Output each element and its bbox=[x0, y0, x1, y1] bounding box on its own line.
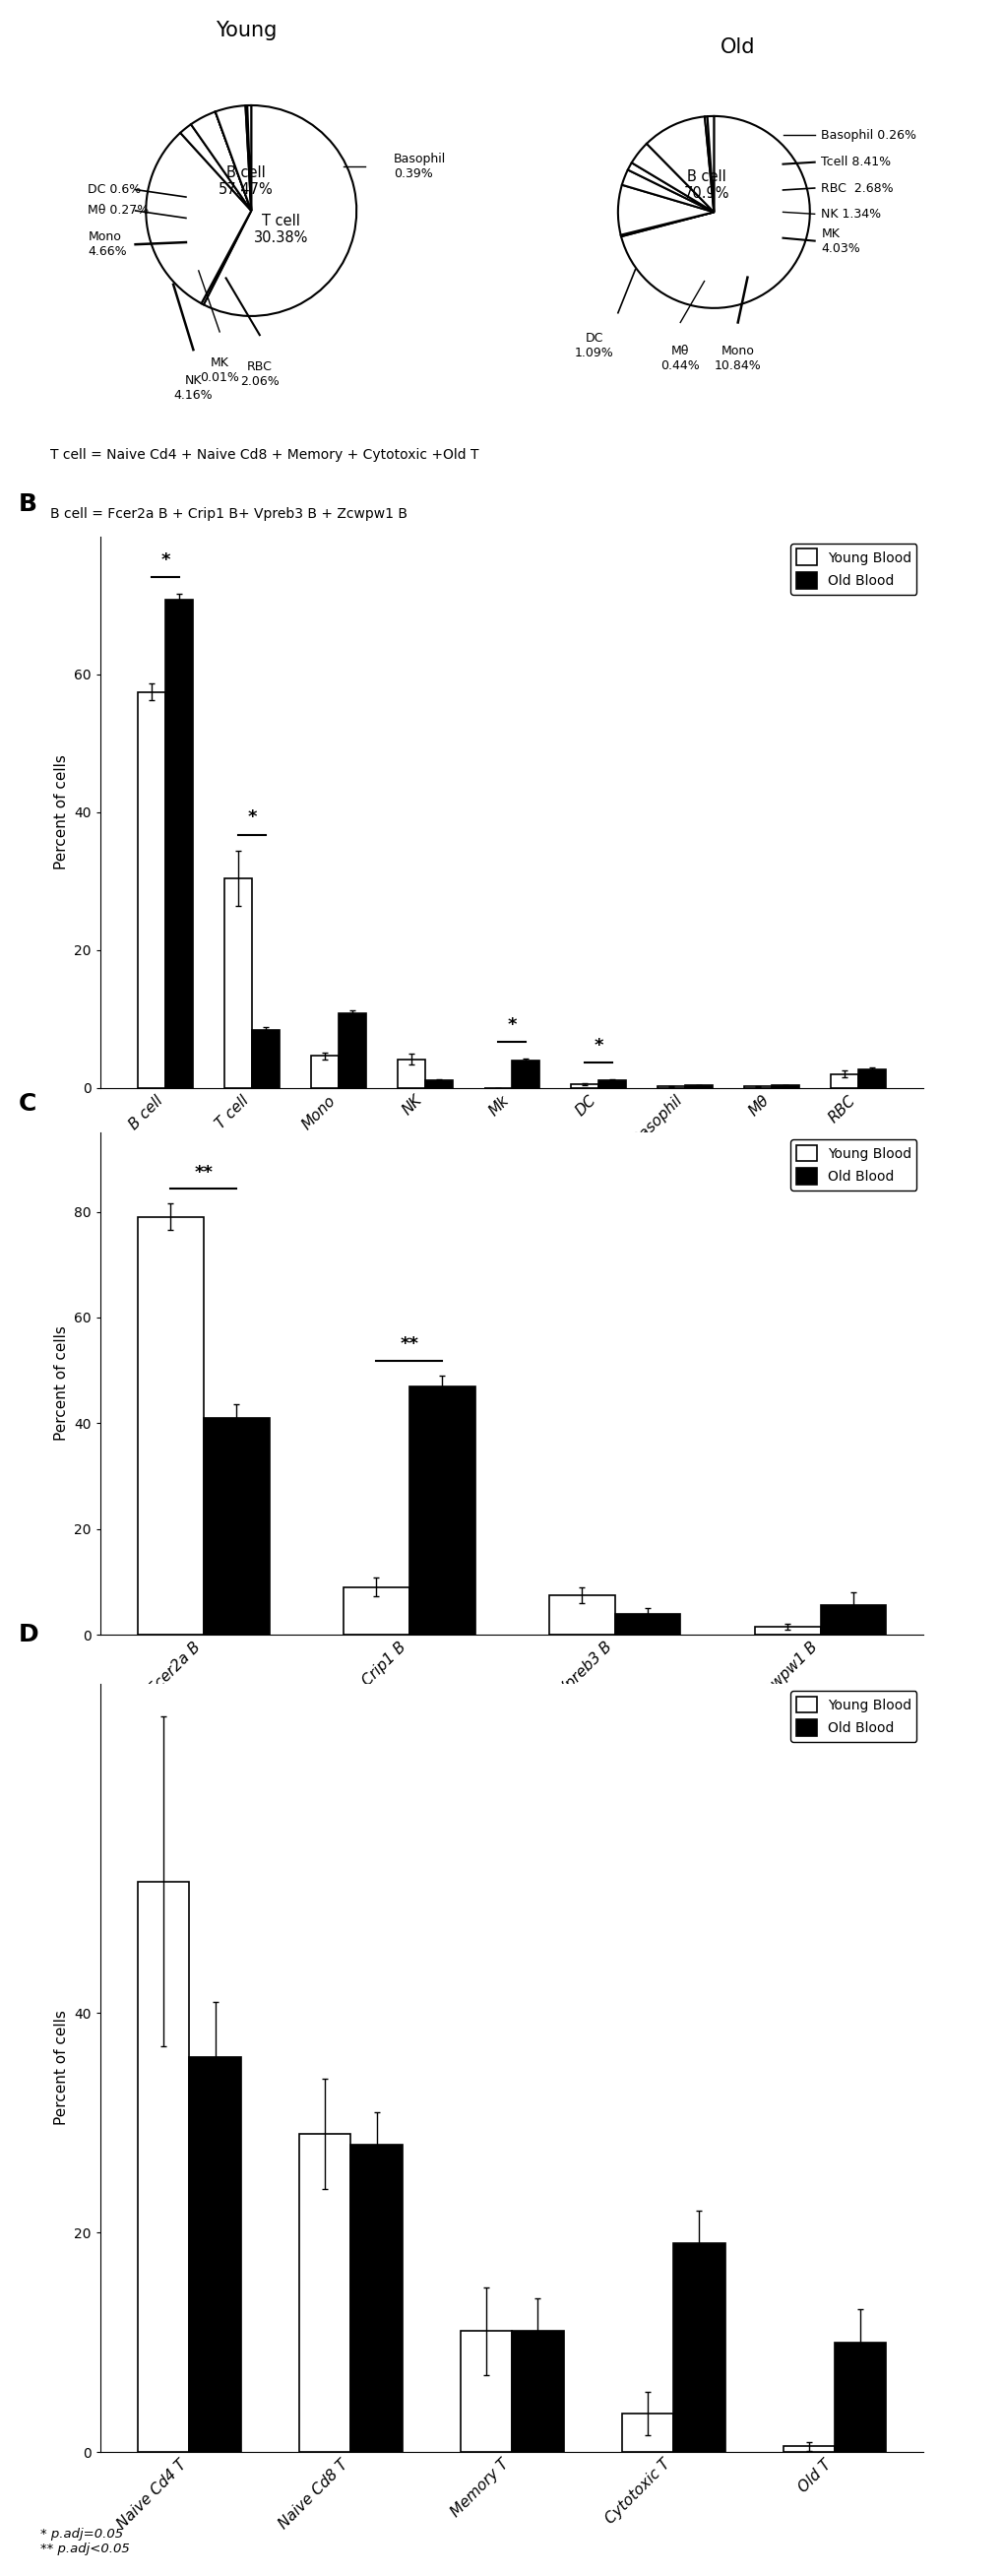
Bar bbox=[350, 2146, 402, 2452]
Text: C: C bbox=[18, 1092, 36, 1115]
Wedge shape bbox=[621, 170, 713, 211]
Bar bbox=[685, 1084, 712, 1087]
Bar bbox=[830, 1074, 858, 1087]
Bar bbox=[460, 2331, 512, 2452]
Title: Old: Old bbox=[720, 36, 754, 57]
Wedge shape bbox=[631, 144, 713, 211]
Bar bbox=[512, 1061, 540, 1087]
Bar bbox=[673, 2244, 724, 2452]
Legend: Young Blood, Old Blood: Young Blood, Old Blood bbox=[790, 1690, 916, 1741]
Text: Mono
10.84%: Mono 10.84% bbox=[714, 345, 760, 371]
Bar bbox=[190, 2056, 241, 2452]
Legend: Young Blood, Old Blood: Young Blood, Old Blood bbox=[790, 1139, 916, 1190]
Bar bbox=[311, 1056, 338, 1087]
Bar bbox=[571, 1084, 598, 1087]
Text: Mono
4.66%: Mono 4.66% bbox=[88, 232, 127, 258]
Wedge shape bbox=[620, 211, 713, 237]
Text: Mθ
0.44%: Mθ 0.44% bbox=[660, 345, 699, 371]
Text: Mθ 0.27%: Mθ 0.27% bbox=[88, 204, 149, 216]
Text: DC
1.09%: DC 1.09% bbox=[574, 332, 613, 361]
Bar bbox=[165, 600, 193, 1087]
Text: Tcell 8.41%: Tcell 8.41% bbox=[820, 155, 891, 167]
Text: *: * bbox=[507, 1015, 517, 1033]
Bar bbox=[425, 1079, 452, 1087]
Text: MK
4.03%: MK 4.03% bbox=[820, 227, 860, 255]
Wedge shape bbox=[621, 116, 809, 309]
Text: **: ** bbox=[194, 1164, 213, 1182]
Wedge shape bbox=[246, 106, 251, 211]
Bar bbox=[299, 2133, 350, 2452]
Wedge shape bbox=[202, 211, 251, 304]
Wedge shape bbox=[216, 106, 251, 211]
Text: NK
4.16%: NK 4.16% bbox=[174, 374, 213, 402]
Bar bbox=[621, 2414, 673, 2452]
Y-axis label: Percent of cells: Percent of cells bbox=[54, 755, 68, 871]
Bar bbox=[204, 1417, 269, 1636]
Text: **: ** bbox=[399, 1334, 418, 1352]
Wedge shape bbox=[646, 116, 713, 211]
Bar bbox=[614, 1613, 680, 1636]
Wedge shape bbox=[704, 116, 713, 211]
Text: RBC  2.68%: RBC 2.68% bbox=[820, 183, 893, 196]
Wedge shape bbox=[247, 106, 251, 211]
Text: B cell
57.47%: B cell 57.47% bbox=[219, 165, 273, 198]
Bar bbox=[343, 1587, 409, 1636]
Wedge shape bbox=[215, 111, 251, 211]
Bar bbox=[858, 1069, 886, 1087]
Wedge shape bbox=[181, 124, 251, 211]
Text: DC 0.6%: DC 0.6% bbox=[88, 183, 141, 196]
Text: B cell = Fcer2a B + Crip1 B+ Vpreb3 B + Zcwpw1 B: B cell = Fcer2a B + Crip1 B+ Vpreb3 B + … bbox=[50, 507, 407, 520]
Wedge shape bbox=[204, 106, 356, 317]
Text: RBC
2.06%: RBC 2.06% bbox=[240, 361, 279, 389]
Bar bbox=[137, 1216, 204, 1636]
Text: D: D bbox=[18, 1623, 38, 1646]
Bar bbox=[512, 2331, 563, 2452]
Bar bbox=[819, 1605, 886, 1636]
Bar bbox=[549, 1595, 614, 1636]
Bar bbox=[397, 1059, 425, 1087]
Title: Young: Young bbox=[215, 21, 277, 41]
Text: *: * bbox=[160, 551, 171, 569]
Bar bbox=[338, 1012, 366, 1087]
Y-axis label: Percent of cells: Percent of cells bbox=[54, 2009, 69, 2125]
Text: *: * bbox=[248, 809, 257, 827]
Wedge shape bbox=[191, 111, 251, 211]
Bar bbox=[833, 2342, 886, 2452]
Text: NK 1.34%: NK 1.34% bbox=[820, 209, 881, 222]
Legend: Young Blood, Old Blood: Young Blood, Old Blood bbox=[790, 544, 916, 595]
Wedge shape bbox=[707, 116, 713, 211]
Text: MK
0.01%: MK 0.01% bbox=[200, 355, 239, 384]
Text: B cell
70.9%: B cell 70.9% bbox=[683, 170, 728, 201]
Bar bbox=[409, 1386, 474, 1636]
Text: *: * bbox=[594, 1036, 603, 1054]
Text: B: B bbox=[18, 492, 37, 515]
Bar bbox=[137, 1880, 190, 2452]
Wedge shape bbox=[618, 185, 713, 234]
Wedge shape bbox=[627, 162, 713, 211]
Bar bbox=[225, 878, 252, 1087]
Bar bbox=[771, 1084, 798, 1087]
Bar bbox=[782, 2447, 833, 2452]
Y-axis label: Percent of cells: Percent of cells bbox=[54, 1327, 68, 1440]
Text: Basophil 0.26%: Basophil 0.26% bbox=[820, 129, 916, 142]
Wedge shape bbox=[145, 134, 251, 304]
Text: T cell
30.38%: T cell 30.38% bbox=[253, 214, 308, 245]
Bar bbox=[754, 1625, 819, 1636]
Bar bbox=[137, 693, 165, 1087]
Text: Basophil
0.39%: Basophil 0.39% bbox=[393, 152, 445, 180]
Text: T cell = Naive Cd4 + Naive Cd8 + Memory + Cytotoxic +Old T: T cell = Naive Cd4 + Naive Cd8 + Memory … bbox=[50, 448, 478, 461]
Bar bbox=[252, 1030, 280, 1087]
Bar bbox=[598, 1079, 626, 1087]
Text: * p.adj=0.05
** p.adj<0.05: * p.adj=0.05 ** p.adj<0.05 bbox=[40, 2527, 129, 2555]
